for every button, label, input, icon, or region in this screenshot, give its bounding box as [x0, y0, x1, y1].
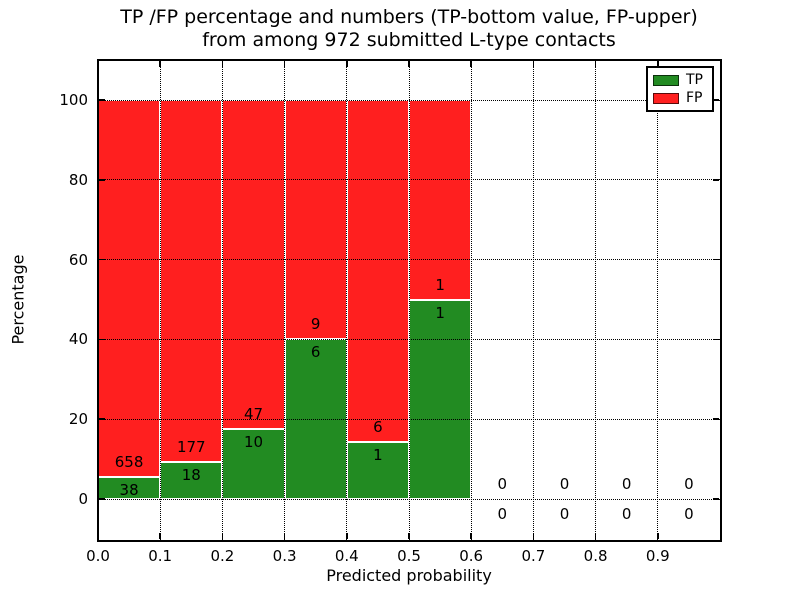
- y-tick-label: 80: [68, 170, 88, 189]
- y-tick: [99, 338, 105, 341]
- x-tick-label: 0.9: [645, 547, 670, 565]
- x-tick: [470, 533, 472, 539]
- y-tick: [713, 338, 719, 341]
- fp-bar-segment: [409, 100, 472, 300]
- x-tick: [97, 533, 99, 539]
- tp-legend-swatch-icon: [653, 74, 679, 86]
- fp-bar-segment: [346, 100, 409, 442]
- y-tick: [99, 99, 105, 101]
- y-tick-label: 100: [59, 91, 88, 109]
- x-axis-label: Predicted probability: [326, 566, 492, 585]
- tp-count-label: 38: [119, 481, 139, 500]
- tp-count-label: 1: [435, 303, 445, 322]
- fp-bar-segment: [98, 100, 161, 478]
- y-tick-label: 20: [68, 410, 88, 429]
- x-tick: [470, 61, 472, 67]
- x-tick: [159, 61, 161, 67]
- legend: TP FP: [646, 66, 714, 112]
- x-tick-label: 0.0: [86, 547, 110, 565]
- y-tick-label: 60: [68, 250, 88, 269]
- x-gridline: [532, 60, 534, 540]
- chart-title-line1: TP /FP percentage and numbers (TP-bottom…: [120, 6, 698, 28]
- fp-count-label: 0: [684, 475, 694, 493]
- x-tick: [221, 61, 224, 67]
- legend-item-tp: TP: [653, 71, 707, 88]
- fp-legend-swatch-icon: [653, 92, 679, 104]
- x-tick: [283, 533, 286, 539]
- y-tick: [713, 418, 719, 420]
- tp-count-label: 1: [373, 446, 383, 464]
- legend-label-tp: TP: [686, 71, 703, 88]
- x-tick: [532, 61, 535, 67]
- tp-bar-segment: [409, 299, 472, 499]
- x-tick: [408, 533, 410, 539]
- x-tick-label: 0.3: [272, 547, 297, 565]
- x-tick: [594, 61, 597, 67]
- tp-count-label: 6: [310, 343, 321, 362]
- x-tick-label: 0.4: [334, 547, 359, 565]
- y-tick: [99, 418, 105, 420]
- fp-count-label: 0: [559, 475, 570, 493]
- fp-count-label: 0: [497, 475, 508, 493]
- fp-count-label: 6: [373, 418, 383, 436]
- chart-title-line2: from among 972 submitted L-type contacts: [202, 29, 616, 51]
- y-tick-label: 0: [78, 490, 88, 508]
- tp-count-label: 0: [621, 505, 632, 523]
- y-tick: [713, 498, 719, 500]
- fp-bar-segment: [284, 100, 347, 340]
- tp-count-label: 10: [243, 433, 264, 451]
- x-tick-label: 0.8: [583, 547, 608, 565]
- x-tick-label: 0.1: [148, 547, 173, 565]
- y-tick: [99, 179, 105, 181]
- fp-count-label: 47: [243, 405, 264, 423]
- fp-bar-segment: [160, 100, 223, 463]
- fp-count-label: 1: [435, 275, 445, 294]
- fp-count-label: 177: [176, 438, 206, 457]
- legend-label-fp: FP: [686, 89, 703, 106]
- y-tick-label: 40: [68, 330, 88, 349]
- fp-count-label: 658: [114, 453, 144, 472]
- y-tick: [713, 258, 719, 261]
- x-tick-label: 0.6: [459, 547, 484, 565]
- y-axis-label: Percentage: [8, 254, 28, 345]
- legend-item-fp: FP: [653, 89, 707, 106]
- chart-title: TP /FP percentage and numbers (TP-bottom…: [98, 6, 720, 52]
- x-tick: [532, 533, 535, 539]
- x-tick: [221, 533, 224, 539]
- fp-count-label: 0: [621, 475, 632, 493]
- x-tick: [657, 533, 659, 539]
- tp-count-label: 18: [181, 466, 201, 485]
- tp-bar-segment: [160, 462, 223, 499]
- y-tick: [713, 179, 719, 181]
- x-tick: [346, 533, 348, 539]
- x-tick-label: 0.7: [521, 547, 546, 565]
- x-tick: [594, 533, 597, 539]
- fp-count-label: 9: [310, 315, 321, 334]
- x-tick: [159, 533, 161, 539]
- x-tick: [283, 61, 286, 67]
- x-tick: [346, 61, 348, 67]
- x-tick: [408, 61, 410, 67]
- x-tick-label: 0.2: [210, 547, 235, 565]
- y-tick: [99, 258, 105, 261]
- x-tick: [97, 61, 99, 67]
- tp-count-label: 0: [684, 505, 694, 523]
- x-tick-label: 0.5: [397, 547, 421, 565]
- tp-count-label: 0: [497, 505, 508, 523]
- tp-count-label: 0: [559, 505, 570, 523]
- fp-bar-segment: [222, 100, 285, 429]
- x-gridline: [657, 60, 659, 540]
- x-gridline: [595, 60, 597, 540]
